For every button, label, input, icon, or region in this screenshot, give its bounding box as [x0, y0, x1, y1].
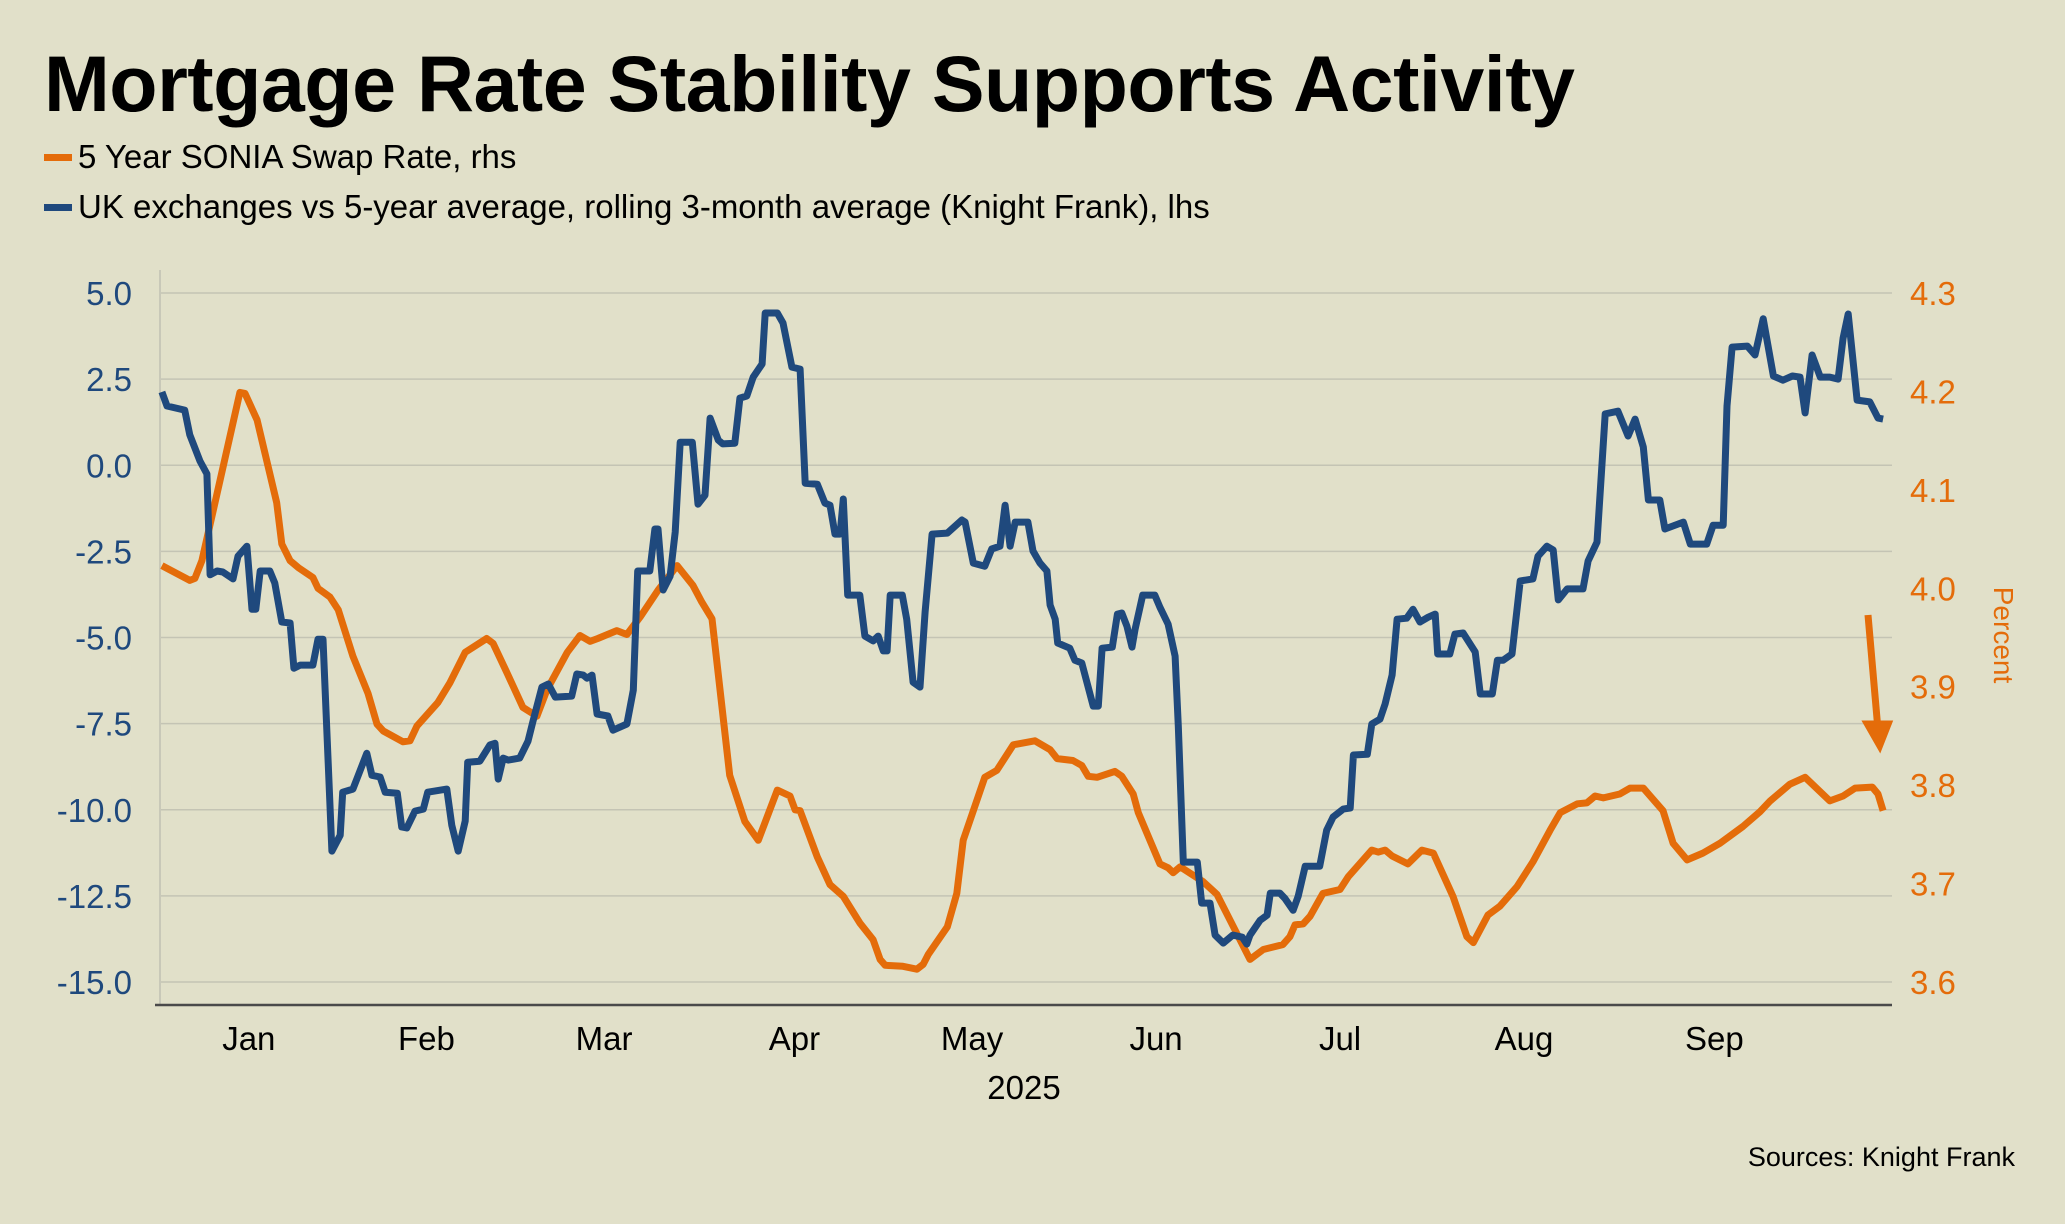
- y-axis-right-label: Percent: [1988, 587, 2019, 684]
- y-left-tick-label: 0.0: [86, 447, 132, 484]
- x-tick-label: Feb: [398, 1020, 455, 1057]
- series-lines: [158, 309, 1887, 973]
- y-left-tick-label: 2.5: [86, 361, 132, 398]
- series-line: [160, 388, 1887, 973]
- y-left-tick-label: -12.5: [57, 878, 132, 915]
- y-left-tick-label: -2.5: [75, 533, 132, 570]
- x-tick-label: Jan: [222, 1020, 275, 1057]
- series-line: [158, 309, 1884, 948]
- arrow-head: [1861, 720, 1894, 754]
- y-right-tick-label: 4.1: [1910, 472, 1956, 509]
- gridlines: [160, 292, 1892, 983]
- series-uk-exchanges: [158, 309, 1884, 948]
- x-tick-label: Jul: [1319, 1020, 1361, 1057]
- x-tick-label: Mar: [576, 1020, 633, 1057]
- legend-item-swap-rate: 5 Year SONIA Swap Rate, rhs: [44, 138, 516, 176]
- y-right-tick-label: 4.0: [1910, 570, 1956, 607]
- x-tick-label: Jun: [1129, 1020, 1182, 1057]
- y-right-tick-label: 3.7: [1910, 866, 1956, 903]
- y-left-tick-label: -10.0: [57, 792, 132, 829]
- y-right-tick-label: 3.8: [1910, 767, 1956, 804]
- y-right-tick-label: 4.3: [1910, 275, 1956, 312]
- y-right-tick-label: 3.6: [1910, 964, 1956, 1001]
- legend-label-swap-rate: 5 Year SONIA Swap Rate, rhs: [78, 138, 517, 175]
- x-tick-label: Sep: [1685, 1020, 1744, 1057]
- x-tick-label: Apr: [769, 1020, 820, 1057]
- x-tick-label: Aug: [1495, 1020, 1554, 1057]
- annotation-down-arrow: [1861, 614, 1894, 754]
- x-tick-label: May: [941, 1020, 1004, 1057]
- y-right-tick-label: 3.9: [1910, 669, 1956, 706]
- y-left-tick-label: -7.5: [75, 706, 132, 743]
- x-axis-ticks: Jan Feb Mar Apr May Jun Jul Aug Sep: [222, 1020, 1744, 1057]
- legend-item-uk-exchanges: UK exchanges vs 5-year average, rolling …: [44, 188, 1210, 226]
- y-left-tick-label: 5.0: [86, 275, 132, 312]
- y-axis-left-ticks: 5.0 2.5 0.0 -2.5 -5.0 -7.5 -10.0 -12.5 -15.0: [57, 275, 132, 1001]
- source-note: Sources: Knight Frank: [1747, 1142, 2015, 1172]
- legend-label-uk-exchanges: UK exchanges vs 5-year average, rolling …: [78, 188, 1210, 225]
- arrow-shaft: [1864, 614, 1882, 731]
- y-axis-right-ticks: 4.3 4.2 4.1 4.0 3.9 3.8 3.7 3.6: [1910, 275, 1956, 1001]
- chart-title: Mortgage Rate Stability Supports Activit…: [44, 39, 1575, 128]
- series-swap-rate: [160, 388, 1887, 973]
- y-left-tick-label: -5.0: [75, 620, 132, 657]
- y-right-tick-label: 4.2: [1910, 373, 1956, 410]
- legend-swatch-blue: [44, 203, 72, 211]
- y-left-tick-label: -15.0: [57, 964, 132, 1001]
- legend-swatch-orange: [44, 153, 72, 161]
- x-axis-label: 2025: [987, 1069, 1060, 1106]
